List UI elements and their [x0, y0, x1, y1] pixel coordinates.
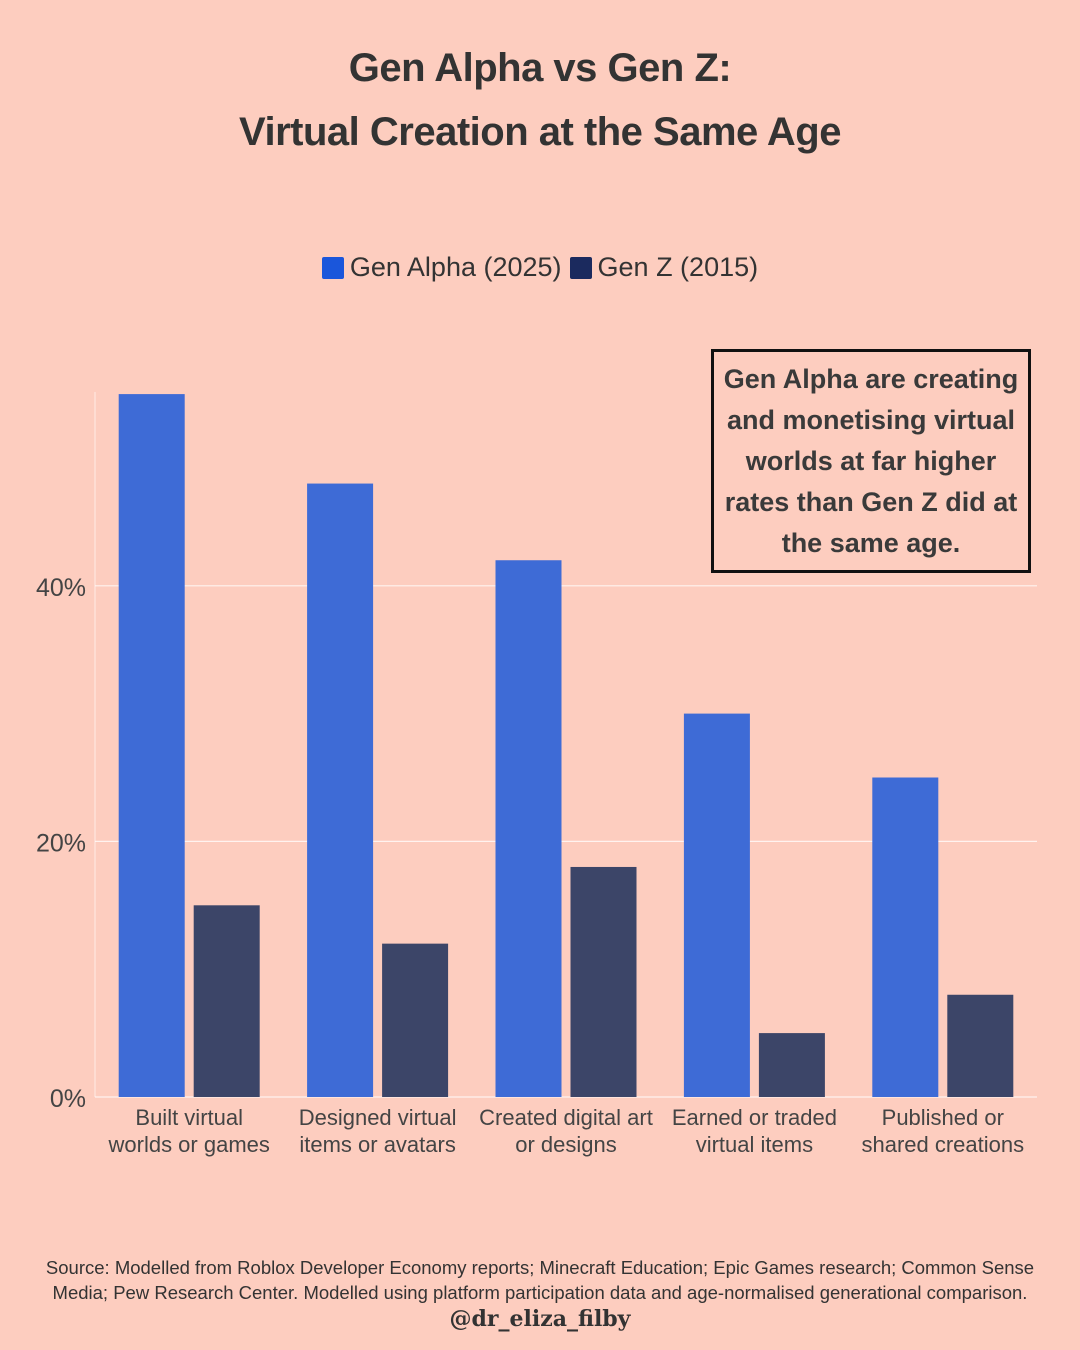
legend-item-gen-z: Gen Z (2015) — [569, 252, 759, 283]
annotation-text: Gen Alpha are creating and monetising vi… — [723, 363, 1019, 558]
legend-label-gen-alpha: Gen Alpha (2025) — [349, 252, 562, 282]
x-tick-label-3-line-1: Created digital art — [479, 1105, 653, 1130]
x-tick-label-5-line-2: shared creations — [861, 1132, 1024, 1157]
x-tick-label-5-line-1: Published or — [882, 1105, 1004, 1130]
source-note: Source: Modelled from Roblox Developer E… — [0, 1255, 1080, 1305]
y-tick-label-0: 0% — [50, 1085, 86, 1113]
bar-gen-alpha-2 — [307, 483, 374, 1097]
x-tick-label-1-line-2: worlds or games — [108, 1132, 270, 1157]
legend-swatch-gen-alpha — [321, 256, 344, 279]
x-tick-label-2-line-1: Designed virtual — [299, 1105, 457, 1130]
annotation-box: Gen Alpha are creating and monetising vi… — [711, 349, 1031, 573]
x-tick-label-3-line-2: or designs — [515, 1132, 617, 1157]
legend-swatch-gen-z — [569, 256, 592, 279]
bar-gen-z-4 — [758, 1033, 825, 1097]
x-tick-label-4-line-2: virtual items — [696, 1132, 813, 1157]
bar-gen-z-2 — [382, 943, 449, 1097]
chart-title-line-1: Gen Alpha vs Gen Z: — [348, 46, 732, 90]
y-tick-label-40: 40% — [36, 574, 86, 602]
x-tick-label-1-line-1: Built virtual — [135, 1105, 243, 1130]
legend-label-gen-z: Gen Z (2015) — [597, 252, 759, 282]
source-line-1: Source: Modelled from Roblox Developer E… — [45, 1257, 1035, 1278]
y-tick-label-20: 20% — [36, 829, 86, 857]
legend: Gen Alpha (2025) Gen Z (2015) — [0, 252, 1080, 283]
bar-gen-z-5 — [947, 994, 1014, 1097]
legend-item-gen-alpha: Gen Alpha (2025) — [321, 252, 562, 283]
bar-gen-alpha-3 — [495, 560, 562, 1097]
bar-gen-alpha-1 — [118, 394, 185, 1098]
x-tick-label-2-line-2: items or avatars — [299, 1132, 456, 1157]
source-line-2: Media; Pew Research Center. Modelled usi… — [52, 1282, 1028, 1303]
chart-title-line-2: Virtual Creation at the Same Age — [239, 110, 841, 154]
bar-gen-alpha-4 — [683, 713, 750, 1097]
bar-gen-z-3 — [570, 866, 637, 1097]
bar-gen-z-1 — [193, 905, 260, 1097]
author-handle: @dr_eliza_filby — [449, 1306, 631, 1332]
x-tick-label-4-line-1: Earned or traded — [672, 1105, 837, 1130]
bar-gen-alpha-5 — [872, 777, 939, 1097]
